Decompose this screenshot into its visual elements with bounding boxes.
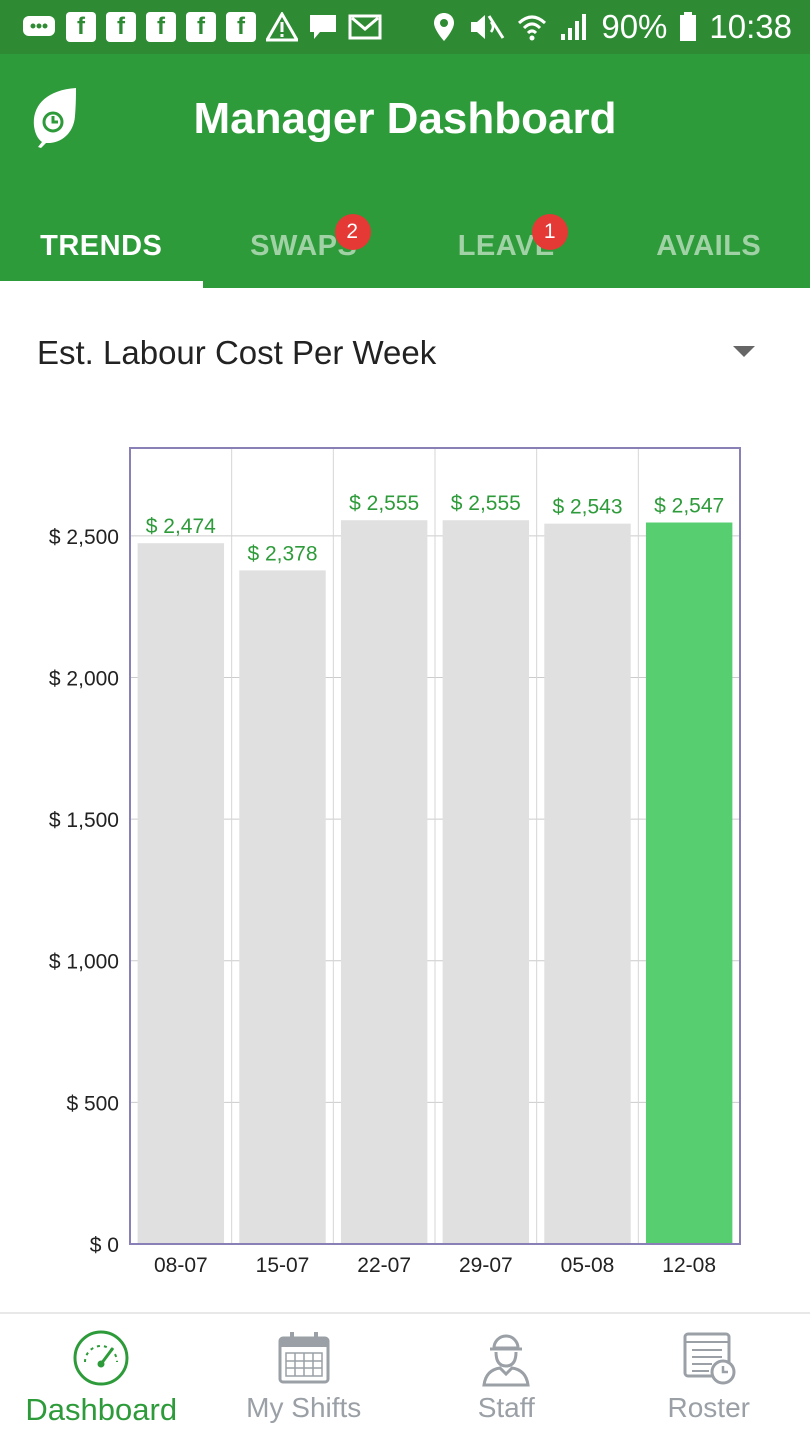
nav-roster[interactable]: Roster — [608, 1314, 810, 1440]
nav-staff[interactable]: Staff — [405, 1314, 608, 1440]
metric-selector[interactable]: Est. Labour Cost Per Week — [0, 288, 810, 418]
x-tick-label: 15-07 — [256, 1254, 310, 1277]
roster-clock-icon — [679, 1328, 739, 1388]
tab-label: AVAILS — [656, 229, 762, 262]
data-label: $ 2,474 — [146, 515, 216, 538]
bar — [442, 520, 530, 1244]
chat-icon — [308, 12, 338, 42]
tab-label: TRENDS — [40, 229, 163, 262]
calendar-icon — [274, 1328, 334, 1388]
bar — [544, 523, 631, 1244]
bottom-navigation: Dashboard My Shifts — [0, 1314, 810, 1440]
leaf-clock-icon[interactable] — [28, 86, 80, 148]
data-label: $ 2,555 — [451, 492, 521, 515]
worker-icon — [476, 1328, 536, 1388]
nav-dashboard[interactable]: Dashboard — [0, 1314, 203, 1440]
mute-icon — [467, 12, 505, 42]
bar — [137, 543, 225, 1244]
signal-icon — [559, 12, 589, 42]
battery-percentage: 90% — [601, 8, 668, 45]
facebook-icon: f — [66, 12, 96, 42]
x-tick-label: 12-08 — [662, 1254, 716, 1277]
nav-label: Dashboard — [25, 1392, 178, 1427]
app-header: Manager Dashboard TRENDS SWAPS 2 LEAVE 1… — [0, 54, 810, 288]
tab-swaps[interactable]: SWAPS 2 — [203, 204, 406, 288]
nav-label: Roster — [667, 1392, 750, 1423]
clock-time: 10:38 — [709, 8, 792, 45]
chart-frame — [129, 447, 741, 1245]
y-tick-label: $ 500 — [66, 1092, 119, 1115]
divider — [0, 1312, 810, 1314]
tab-avails[interactable]: AVAILS — [608, 204, 810, 288]
data-label: $ 2,543 — [552, 496, 622, 519]
x-tick-label: 08-07 — [154, 1254, 208, 1277]
notification-badge: 1 — [532, 214, 568, 250]
speedometer-icon — [71, 1328, 131, 1388]
data-label: $ 2,555 — [349, 492, 419, 515]
facebook-icon: f — [186, 12, 216, 42]
data-label: $ 2,378 — [247, 542, 317, 565]
gmail-icon — [348, 13, 382, 41]
warning-icon — [266, 12, 298, 42]
nav-my-shifts[interactable]: My Shifts — [203, 1314, 406, 1440]
y-tick-label: $ 1,500 — [49, 809, 119, 832]
facebook-icon: f — [146, 12, 176, 42]
nav-label: Staff — [477, 1392, 535, 1423]
battery-icon — [679, 12, 697, 42]
y-tick-label: $ 1,000 — [49, 951, 119, 974]
system-status: 90% 10:38 — [433, 0, 792, 54]
bar — [239, 570, 326, 1244]
facebook-icon: f — [226, 12, 256, 42]
status-bar: f f f f f 90% 10:38 — [0, 0, 810, 54]
wifi-icon — [517, 12, 547, 42]
x-tick-label: 22-07 — [357, 1254, 411, 1277]
facebook-icon: f — [106, 12, 136, 42]
x-tick-label: 05-08 — [561, 1254, 615, 1277]
page-title: Manager Dashboard — [193, 94, 617, 143]
notification-badge: 2 — [334, 214, 371, 250]
dropdown-arrow-icon[interactable] — [733, 346, 755, 357]
nav-label: My Shifts — [246, 1392, 362, 1423]
bar — [340, 520, 428, 1244]
tab-leave[interactable]: LEAVE 1 — [405, 204, 608, 288]
bar — [645, 522, 733, 1244]
y-tick-label: $ 0 — [90, 1234, 119, 1257]
x-tick-label: 29-07 — [459, 1254, 513, 1277]
data-label: $ 2,547 — [654, 495, 724, 518]
bar-chart: $ 0 $ 500 $ 1,000 $ 1,500 $ 2,000 $ 2,500 $ 2,… — [49, 447, 741, 1277]
labour-cost-chart: $ 0 $ 500 $ 1,000 $ 1,500 $ 2,000 $ 2,500 $ 2,… — [0, 418, 810, 1308]
y-tick-label: $ 2,000 — [49, 667, 119, 690]
tab-trends[interactable]: TRENDS — [0, 204, 203, 288]
notification-icons: f f f f f — [0, 12, 382, 42]
y-tick-label: $ 2,500 — [49, 526, 119, 549]
message-icon — [22, 14, 56, 40]
metric-label: Est. Labour Cost Per Week — [37, 334, 437, 371]
location-icon — [433, 12, 455, 42]
tab-bar: TRENDS SWAPS 2 LEAVE 1 AVAILS — [0, 204, 810, 288]
